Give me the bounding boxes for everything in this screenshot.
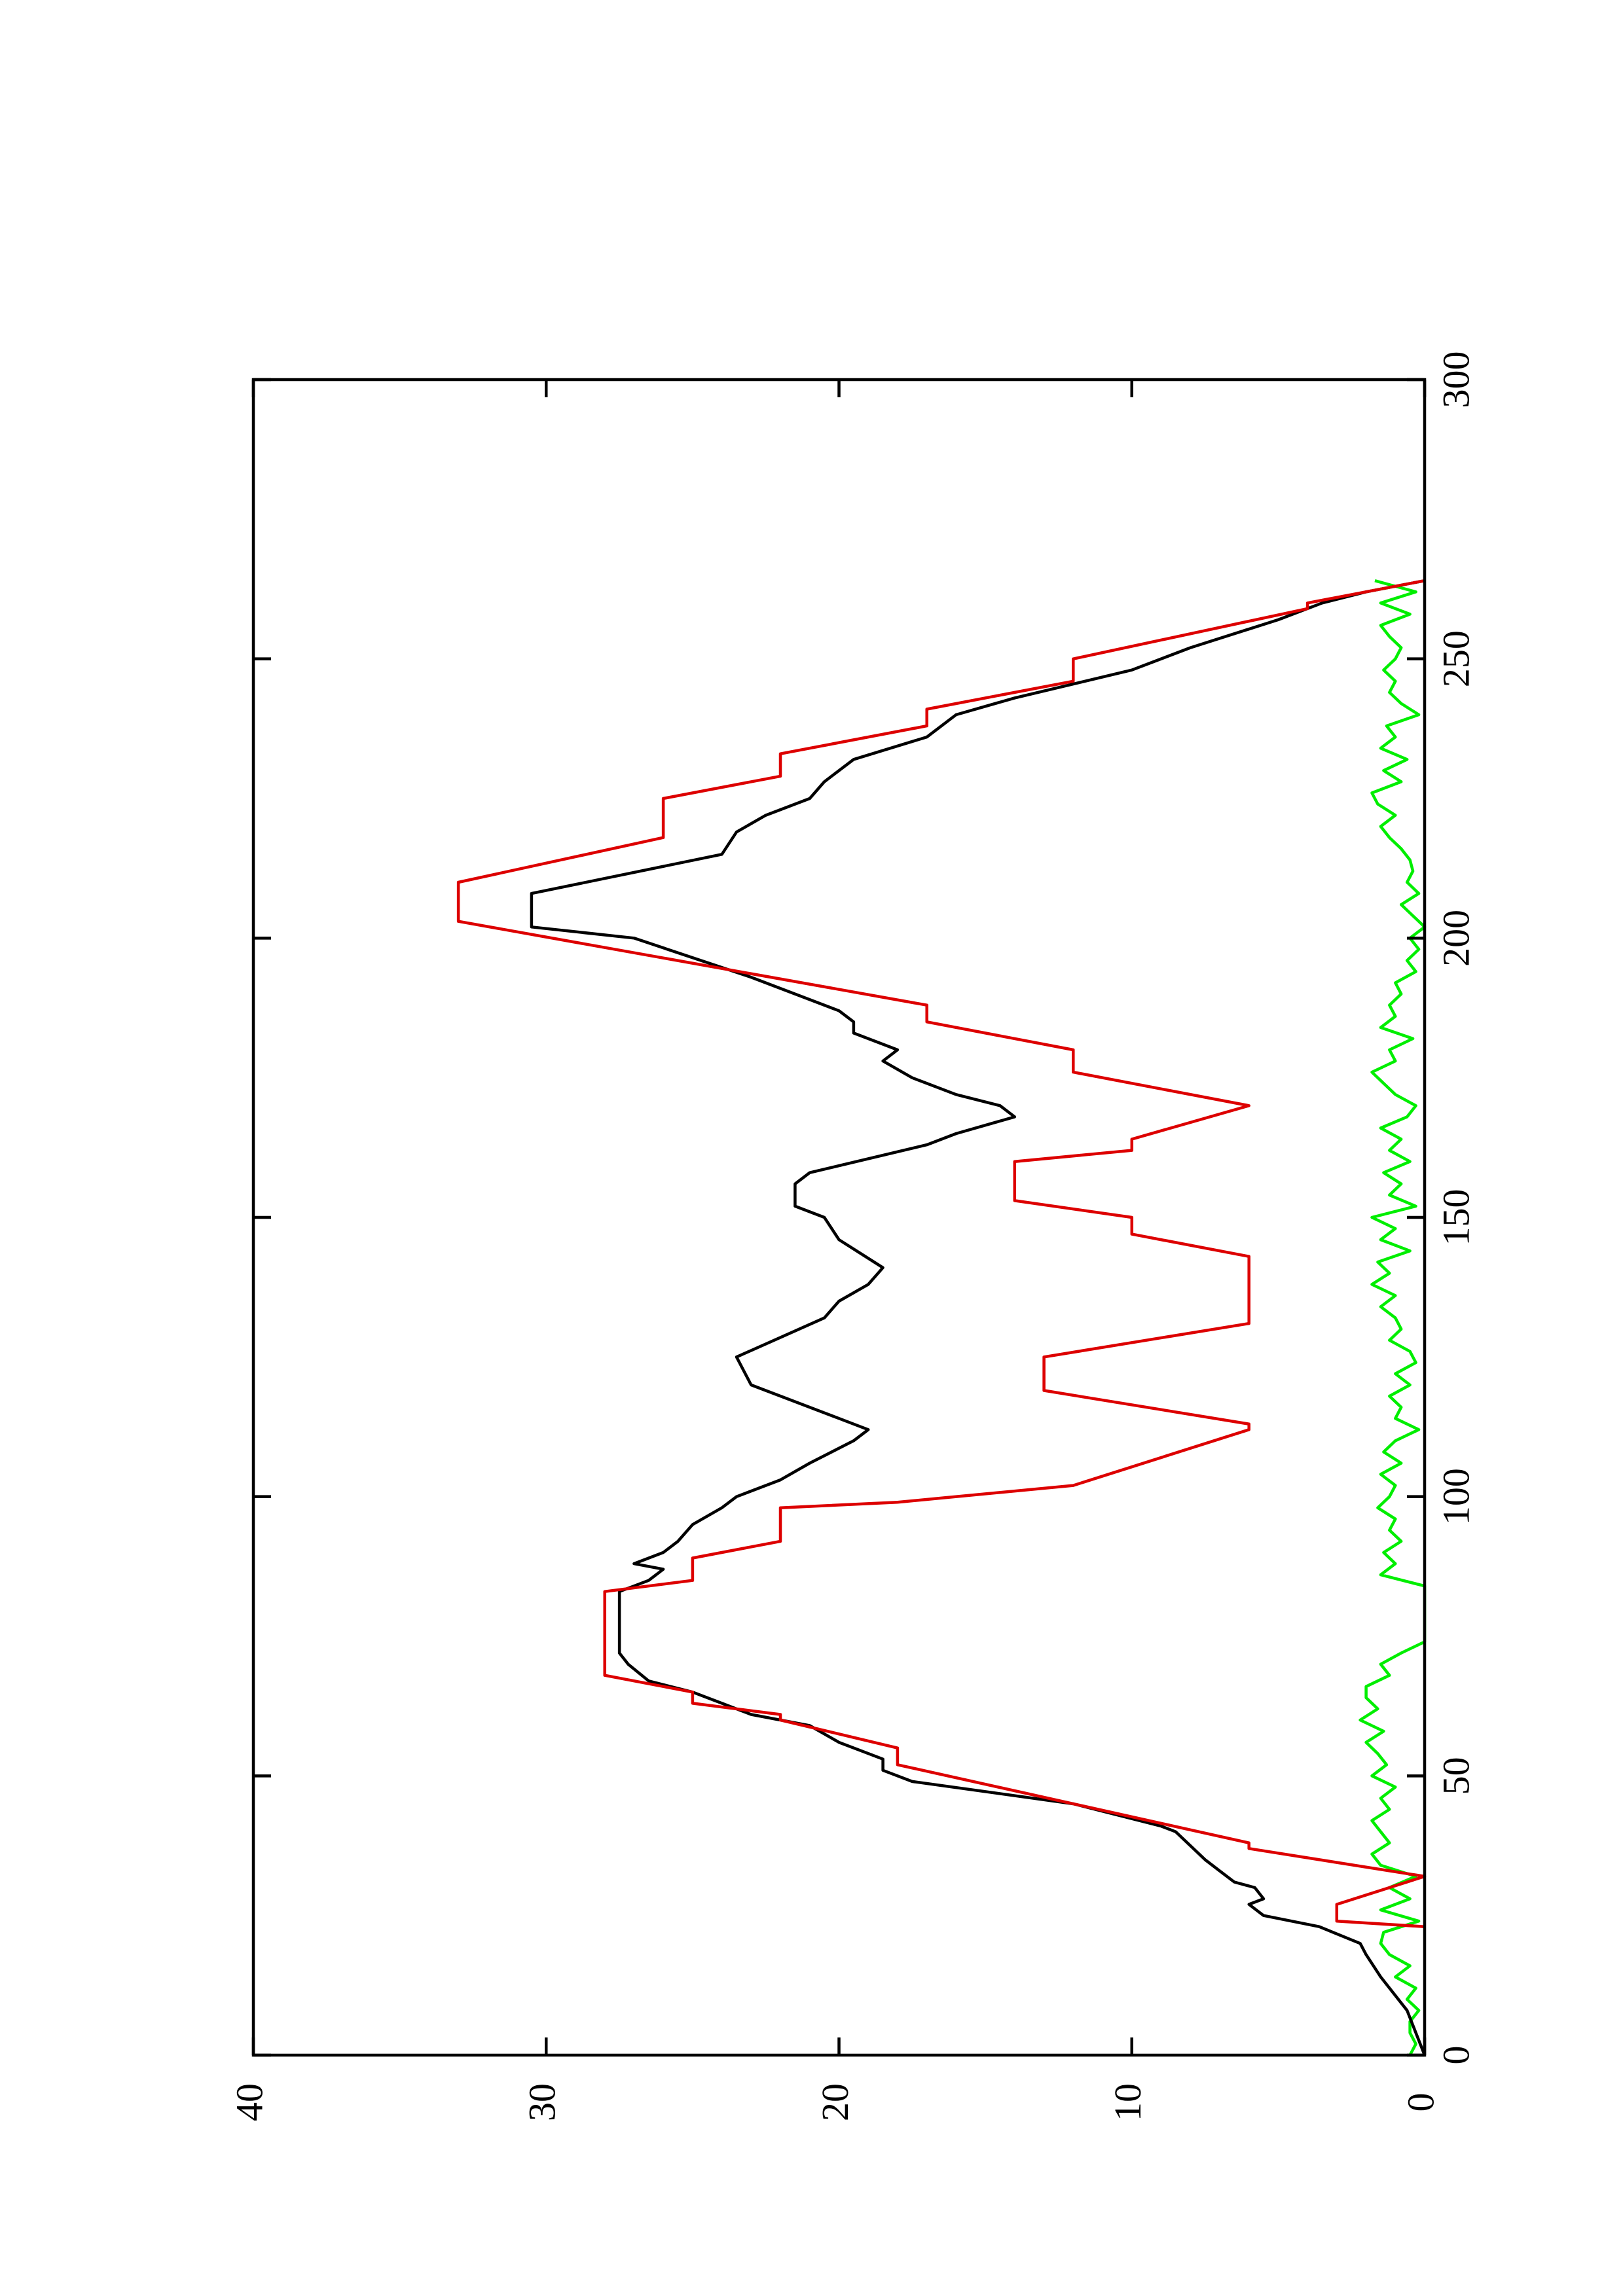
x-tick-label: 50	[1434, 1757, 1477, 1795]
data-line	[456, 579, 1427, 1928]
y-tick-label: 30	[521, 2083, 564, 2121]
x-tick-label: 200	[1434, 910, 1477, 967]
x-tick-label: 300	[1434, 351, 1477, 408]
x-tick-label: 150	[1434, 1189, 1477, 1246]
y-tick-label: 20	[814, 2083, 856, 2121]
plot-frame	[251, 378, 1427, 2057]
data-line	[530, 579, 1427, 2056]
x-tick-label: 100	[1434, 1468, 1477, 1525]
y-tick-label: 40	[228, 2083, 270, 2121]
y-tick-label: 0	[1399, 2093, 1442, 2112]
x-tick-label: 0	[1434, 2046, 1477, 2065]
x-tick-label: 250	[1434, 630, 1477, 687]
data-line	[1359, 579, 1427, 2056]
y-tick-label: 10	[1106, 2083, 1149, 2121]
